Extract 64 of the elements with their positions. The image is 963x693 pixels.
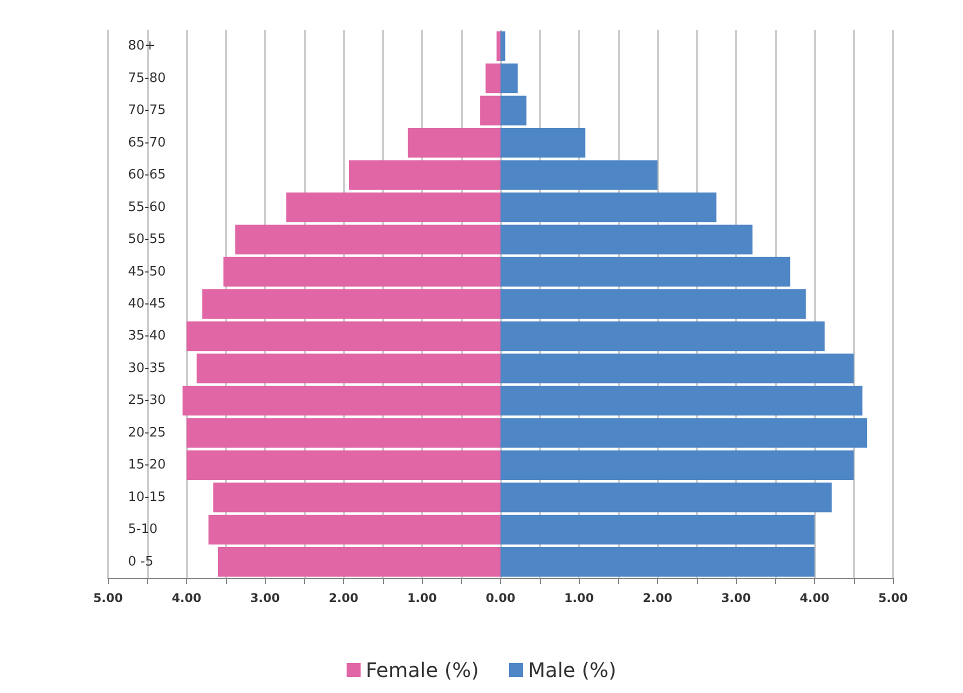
x-tick-label: 3.00 (721, 591, 751, 605)
y-tick-label: 20-25 (128, 425, 166, 440)
y-tick-label: 65-70 (128, 135, 166, 150)
bar (500, 386, 862, 416)
y-tick-label: 45-50 (128, 264, 166, 280)
y-tick-label: 60-65 (128, 168, 166, 183)
y-tick-label: 80+ (128, 38, 156, 54)
y-tick-label: 25-30 (128, 393, 166, 408)
bar (500, 354, 854, 384)
bar (186, 418, 500, 448)
y-tick-label: 35-40 (128, 328, 166, 344)
x-tick-label: 3.00 (250, 591, 280, 605)
y-tick-label: 55-60 (128, 200, 166, 215)
y-tick-label: 40-45 (128, 296, 166, 312)
bar (500, 482, 832, 512)
bar (500, 418, 868, 448)
bar (186, 321, 500, 352)
x-tick-label: 0.00 (486, 591, 516, 605)
bar (218, 547, 500, 577)
bar (500, 256, 790, 287)
y-tick-label: 10-15 (128, 490, 166, 505)
x-tick-label: 4.00 (800, 591, 830, 605)
bar (500, 64, 518, 94)
y-tick-label: 50-55 (128, 232, 166, 248)
bar (486, 64, 500, 94)
bar (186, 450, 500, 480)
y-tick-label: 75-80 (128, 70, 166, 86)
bar (500, 128, 586, 158)
bar (500, 192, 716, 222)
bar (196, 354, 500, 384)
x-tick-label: 5.00 (878, 591, 908, 605)
x-tick-label: 4.00 (172, 591, 202, 605)
bar (408, 128, 500, 158)
x-tick-label: 1.00 (564, 591, 594, 605)
bar (223, 256, 500, 287)
bar (500, 224, 752, 254)
bar (348, 160, 500, 190)
bar (480, 96, 500, 126)
x-tick-label: 2.00 (328, 591, 358, 605)
bar (500, 514, 814, 544)
bar (500, 547, 814, 577)
bar (286, 192, 500, 222)
bar (500, 96, 526, 126)
bar (500, 31, 506, 61)
bar (202, 289, 500, 319)
bar (500, 450, 854, 480)
y-tick-label: 0 -5 (128, 554, 154, 570)
bar (496, 31, 500, 61)
bar (500, 321, 825, 352)
x-tick-label: 5.00 (93, 591, 123, 605)
x-tick-label: 2.00 (642, 591, 672, 605)
y-tick-label: 15-20 (128, 458, 166, 473)
bar (182, 386, 500, 416)
bar (500, 289, 806, 319)
bar (500, 160, 658, 190)
legend-label: Male (%) (528, 658, 616, 682)
y-tick-label: 30-35 (128, 360, 166, 376)
y-tick-label: 70-75 (128, 103, 166, 118)
bar (208, 514, 500, 544)
legend-label: Female (%) (366, 658, 479, 682)
bar (235, 224, 500, 254)
y-tick-label: 5-10 (128, 522, 158, 538)
x-tick-label: 1.00 (407, 591, 437, 605)
bar (213, 482, 500, 512)
